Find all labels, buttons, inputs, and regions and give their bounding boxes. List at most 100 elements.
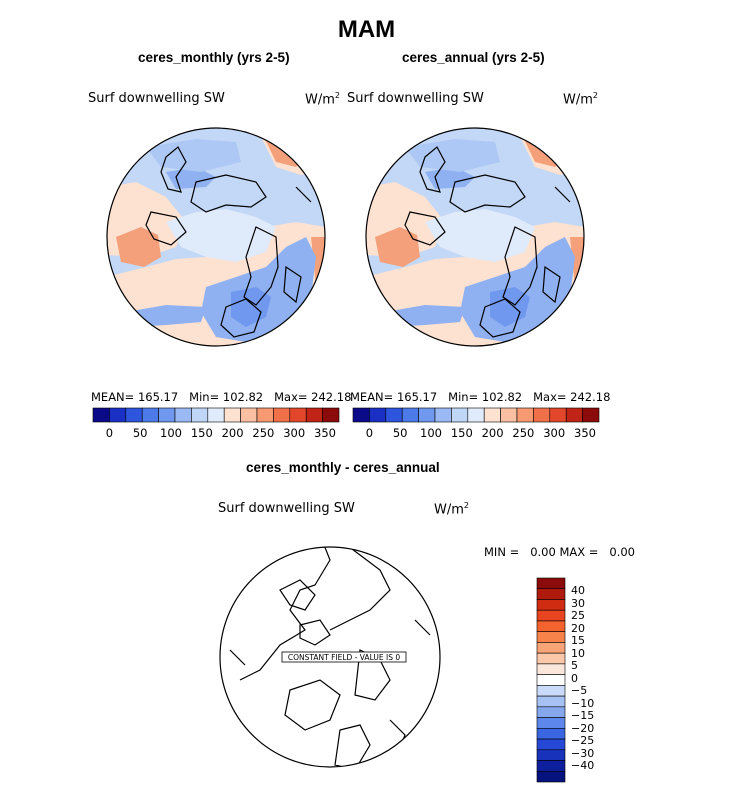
colorbar-swatch xyxy=(401,407,419,423)
colorbar-swatch xyxy=(451,407,469,423)
colorbar-swatch xyxy=(536,609,566,622)
colorbar-swatch xyxy=(273,407,291,423)
polar-map-difference: CONSTANT FIELD - VALUE IS 0 xyxy=(219,546,441,768)
colorbar-tick-label: 250 xyxy=(252,426,275,440)
colorbar-swatch xyxy=(516,407,534,423)
colorbar-swatch xyxy=(256,407,274,423)
panel-1-variable: Surf downwelling SW xyxy=(88,91,225,106)
colorbar-swatch xyxy=(549,407,567,423)
colorbar-swatch xyxy=(536,760,566,772)
colorbar-tick-label: 0 xyxy=(105,426,114,440)
colorbar-swatch xyxy=(141,407,159,423)
panel-2-subtitle: ceres_annual (yrs 2-5) xyxy=(402,50,545,65)
colorbar-swatch xyxy=(467,407,485,423)
colorbar-tick-label: −5 xyxy=(571,684,588,697)
colorbar-swatch xyxy=(174,407,192,423)
colorbar-monthly xyxy=(92,407,340,423)
colorbar-tick-label: 300 xyxy=(283,426,306,440)
colorbar-tick-label: 0 xyxy=(365,426,374,440)
panel-1-subtitle: ceres_monthly (yrs 2-5) xyxy=(138,50,290,65)
colorbar-swatch xyxy=(536,674,566,686)
colorbar-swatch xyxy=(418,407,436,423)
colorbar-tick-label: 350 xyxy=(574,426,596,440)
panel-2-variable: Surf downwelling SW xyxy=(347,91,484,106)
colorbar-swatch xyxy=(322,407,340,423)
colorbar-tick-label: 25 xyxy=(571,609,585,622)
colorbar-tick-label: 50 xyxy=(132,426,148,440)
colorbar-swatch xyxy=(92,407,110,423)
colorbar-swatch xyxy=(289,407,307,423)
colorbar-swatch xyxy=(536,749,566,761)
colorbar-annual xyxy=(352,407,600,423)
colorbar-swatch xyxy=(536,652,566,665)
colorbar-swatch xyxy=(536,706,566,718)
colorbar-swatch xyxy=(352,407,370,423)
colorbar-swatch xyxy=(536,631,566,643)
colorbar-tick-label: 0 xyxy=(571,671,578,685)
colorbar-tick-label: 10 xyxy=(571,646,585,660)
colorbar-swatch xyxy=(483,407,501,423)
panel-1-max: 242.18 xyxy=(311,390,352,404)
polar-map-annual xyxy=(365,127,585,347)
panel-2-units: W/m2 xyxy=(563,91,598,108)
map-boundary-circle xyxy=(106,127,326,347)
colorbar-tick-label: 30 xyxy=(571,596,585,610)
colorbar-swatch xyxy=(385,407,403,423)
colorbar-swatch xyxy=(536,599,566,611)
colorbar-tick-label: 250 xyxy=(512,426,535,440)
colorbar-swatch xyxy=(536,770,566,783)
colorbar-swatch xyxy=(582,407,600,423)
field-region-orange-west xyxy=(375,227,420,267)
colorbar-difference xyxy=(536,577,566,783)
panel-1-stats: MEAN= 165.17 Min= 102.82 Max= 242.18 xyxy=(91,390,352,404)
colorbar-tick-label: −20 xyxy=(571,721,595,735)
map-boundary-circle xyxy=(365,127,585,347)
colorbar-swatch xyxy=(536,663,566,675)
colorbar-swatch xyxy=(536,717,566,729)
colorbar-swatch xyxy=(536,588,566,600)
colorbar-tick-label: −30 xyxy=(571,746,595,760)
colorbar-tick-label: 150 xyxy=(190,426,213,440)
colorbar-swatch xyxy=(536,685,566,697)
figure-title: MAM xyxy=(337,16,396,43)
colorbar-swatch xyxy=(158,407,176,423)
colorbar-tick-label: −15 xyxy=(571,709,595,722)
colorbar-swatch xyxy=(223,407,241,423)
colorbar-swatch xyxy=(536,577,566,590)
colorbar-tick-label: −25 xyxy=(571,734,595,747)
coastline-outlines xyxy=(229,547,431,767)
colorbar-tick-label: 300 xyxy=(543,426,566,440)
field-region-light-blue-north xyxy=(146,139,241,172)
field-region-mid-blue-south xyxy=(490,287,530,327)
colorbar-swatch xyxy=(533,407,551,423)
field-region-orange-west xyxy=(116,227,161,267)
diff-variable: Surf downwelling SW xyxy=(218,501,355,516)
colorbar-swatch xyxy=(536,642,566,654)
panel-1-min: 102.82 xyxy=(222,390,264,404)
colorbar-swatch xyxy=(191,407,209,423)
colorbar-swatch xyxy=(207,407,225,423)
colorbar-tick-label: 200 xyxy=(221,426,244,440)
colorbar-tick-label: 20 xyxy=(571,621,585,635)
colorbar-tick-label: 100 xyxy=(160,426,182,440)
colorbar-swatch xyxy=(109,407,127,423)
panel-1-mean: 165.17 xyxy=(137,390,179,404)
colorbar-tick-label: −40 xyxy=(571,759,595,772)
constant-field-label: CONSTANT FIELD - VALUE IS 0 xyxy=(288,653,400,662)
diff-subtitle: ceres_monthly - ceres_annual xyxy=(246,460,440,475)
panel-2-min: 102.82 xyxy=(481,390,523,404)
colorbar-swatch xyxy=(536,728,566,740)
colorbar-swatch xyxy=(305,407,323,423)
colorbar-swatch xyxy=(536,738,566,751)
colorbar-tick-label: 350 xyxy=(314,426,336,440)
colorbar-swatch xyxy=(565,407,583,423)
colorbar-tick-label: −10 xyxy=(571,696,595,710)
colorbar-swatch xyxy=(536,620,566,632)
colorbar-swatch xyxy=(434,407,452,423)
panel-2-max: 242.18 xyxy=(570,390,611,404)
diff-max-value: 0.00 xyxy=(609,545,635,559)
field-region-light-blue-north xyxy=(405,139,500,172)
field-region-mid-blue-south xyxy=(231,287,271,327)
colorbar-tick-label: 150 xyxy=(450,426,473,440)
colorbar-tick-label: 15 xyxy=(571,634,585,647)
